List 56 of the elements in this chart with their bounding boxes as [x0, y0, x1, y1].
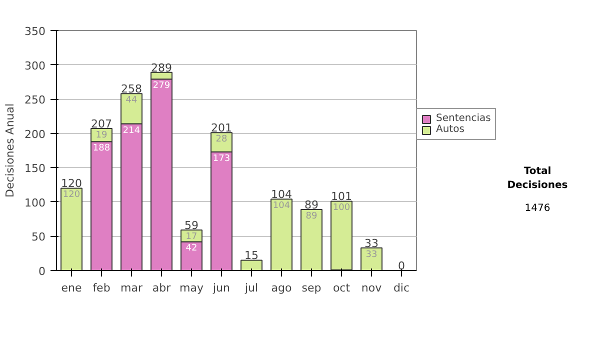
- x-tick-label: dic: [393, 282, 410, 294]
- total-label: 120: [61, 177, 82, 190]
- x-tick-label: mar: [120, 282, 143, 294]
- bar: [60, 188, 82, 270]
- x-tick-label: oct: [332, 282, 351, 294]
- y-tick-label: 150: [24, 162, 46, 176]
- x-tick-label: ago: [271, 282, 292, 294]
- data-label: 173: [212, 154, 230, 164]
- text: Total Decisiones: [506, 165, 569, 194]
- total-label: 104: [271, 188, 292, 202]
- y-axis-title: Decisiones Anual: [4, 103, 17, 198]
- data-label: 19: [96, 130, 108, 141]
- data-label: 214: [122, 126, 140, 136]
- x-tick-label: jul: [244, 282, 258, 294]
- data-label: 33: [366, 250, 378, 260]
- data-label: 17: [186, 232, 198, 242]
- y-tick-label: 350: [24, 25, 46, 38]
- total-label: 101: [331, 190, 352, 204]
- y-tick-label: 200: [24, 128, 46, 141]
- total-label: 33: [364, 236, 378, 250]
- x-tick-label: nov: [361, 282, 382, 294]
- total-label: 201: [211, 122, 232, 135]
- text: 1476: [524, 202, 552, 216]
- bar: [240, 260, 262, 270]
- total-label: 289: [151, 61, 172, 74]
- y-tick-label: 100: [24, 196, 46, 210]
- x-tick-label: ene: [61, 282, 82, 294]
- y-tick-label: 50: [32, 230, 46, 244]
- data-label: 188: [92, 144, 110, 154]
- x-tick-label: feb: [92, 282, 110, 294]
- data-label: 100: [332, 203, 350, 214]
- data-label: 279: [152, 81, 170, 92]
- data-label: 89: [306, 211, 318, 222]
- y-tick-label: 0: [38, 265, 46, 278]
- x-tick-label: abr: [152, 282, 172, 294]
- total-label: 59: [184, 219, 198, 232]
- total-label: 0: [398, 260, 405, 272]
- data-label: 44: [126, 96, 138, 106]
- legend-label: Sentencias: [436, 113, 491, 124]
- total-label: 207: [91, 118, 112, 131]
- x-tick-label: may: [180, 282, 204, 294]
- legend-label: Autos: [436, 124, 464, 135]
- data-label: 28: [216, 134, 228, 145]
- data-label: 120: [62, 190, 80, 200]
- total-label: 258: [121, 82, 142, 96]
- data-label: 104: [272, 201, 290, 212]
- bar: [270, 198, 292, 270]
- bar: [330, 200, 352, 270]
- total-label: 89: [304, 198, 318, 212]
- bar: [300, 208, 322, 270]
- x-tick-label: jun: [212, 282, 230, 294]
- x-tick-label: sep: [302, 282, 322, 294]
- total-label: 15: [244, 249, 258, 262]
- y-tick-label: 300: [24, 59, 46, 72]
- y-tick-label: 250: [24, 94, 46, 107]
- data-label: 42: [186, 244, 198, 254]
